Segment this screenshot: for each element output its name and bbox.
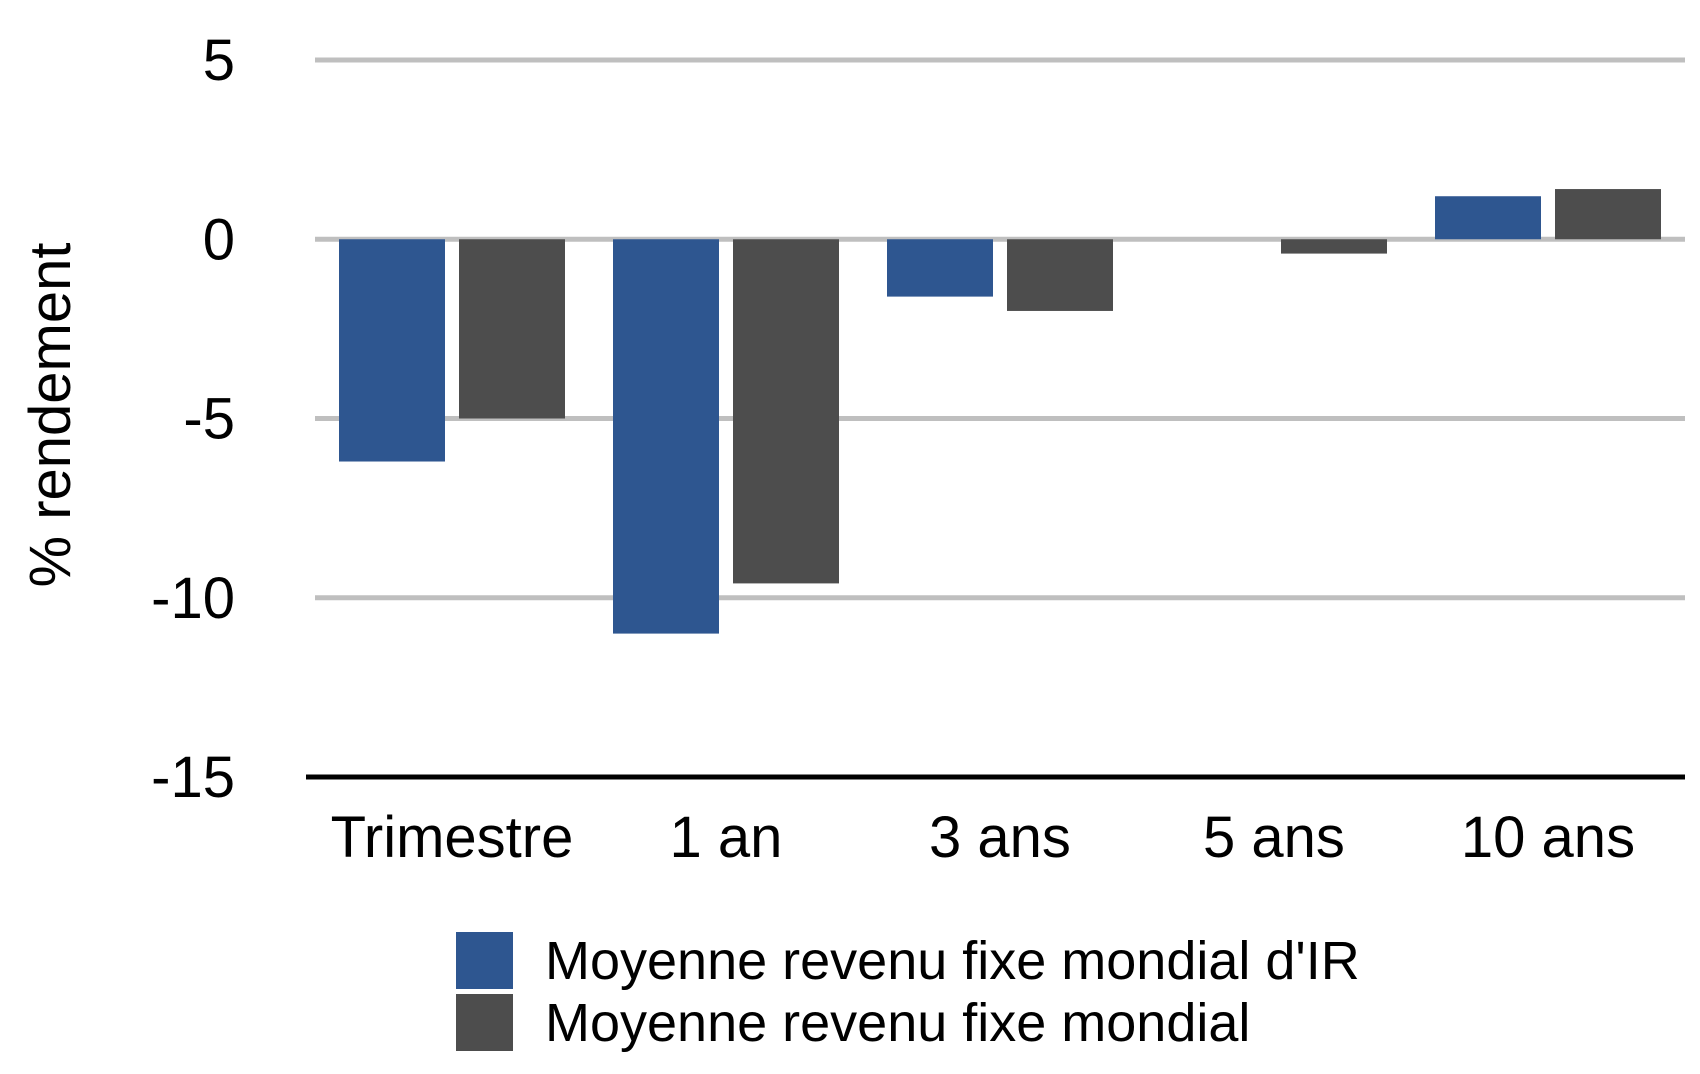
- bar-1-trimestre: [339, 239, 445, 462]
- legend-swatch: [456, 994, 513, 1051]
- x-category-label: 1 an: [670, 805, 783, 870]
- x-category-label: 10 ans: [1461, 805, 1635, 870]
- x-category-label: Trimestre: [331, 805, 574, 870]
- bar-2-trimestre: [459, 239, 565, 419]
- legend-swatch: [456, 932, 513, 989]
- y-tick-label: -5: [183, 387, 235, 452]
- x-category-label: 3 ans: [929, 805, 1071, 870]
- bars: [339, 189, 1661, 634]
- bar-2-10-ans: [1555, 189, 1661, 240]
- bar-2-3-ans: [1007, 239, 1113, 311]
- y-tick-label: 5: [203, 28, 235, 93]
- x-category-label: 5 ans: [1203, 805, 1345, 870]
- bar-1-10-ans: [1435, 196, 1541, 240]
- x-category-labels: Trimestre 1 an 3 ans 5 ans 10 ans: [331, 805, 1635, 870]
- legend: Moyenne revenu fixe mondial d'IRMoyenne …: [456, 931, 1360, 1053]
- bar-2-1-an: [733, 239, 839, 584]
- y-tick-label: 0: [203, 207, 235, 272]
- legend-label: Moyenne revenu fixe mondial: [545, 993, 1250, 1053]
- y-tick-labels: 5 0 -5 -10 -15: [151, 28, 235, 810]
- y-axis-title: % rendement: [18, 243, 83, 588]
- legend-label: Moyenne revenu fixe mondial d'IR: [545, 931, 1360, 991]
- y-tick-label: -10: [151, 566, 235, 631]
- bar-1-1-an: [613, 239, 719, 634]
- y-tick-label: -15: [151, 745, 235, 810]
- bar-1-3-ans: [887, 239, 993, 297]
- bar-2-5-ans: [1281, 239, 1387, 254]
